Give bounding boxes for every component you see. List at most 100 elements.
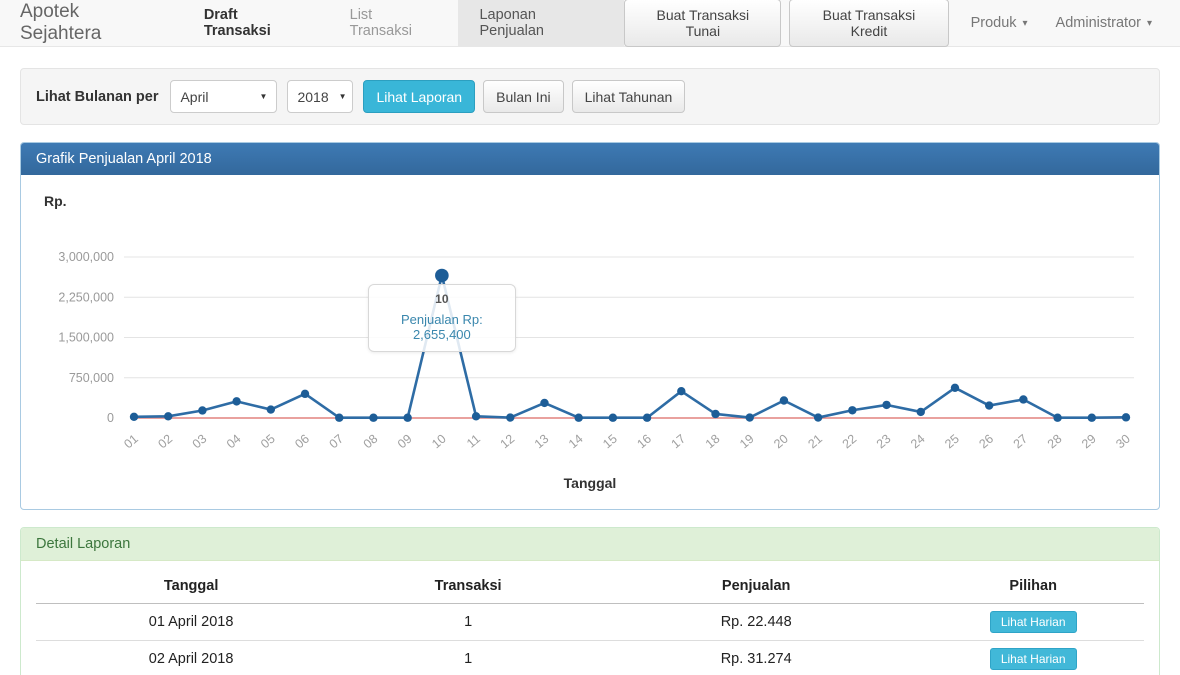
data-point-22[interactable] xyxy=(848,406,857,415)
cell-transaksi: 1 xyxy=(346,603,590,641)
svg-text:27: 27 xyxy=(1011,432,1031,452)
cell-tanggal: 01 April 2018 xyxy=(36,603,347,641)
data-point-15[interactable] xyxy=(608,413,618,422)
y-gridlines xyxy=(124,256,1134,379)
navbar-right: Buat Transaksi Tunai Buat Transaksi Kred… xyxy=(624,0,1180,47)
svg-text:12: 12 xyxy=(498,432,518,452)
data-point-07[interactable] xyxy=(335,413,344,422)
data-point-03[interactable] xyxy=(198,406,207,415)
col-header-pilihan: Pilihan xyxy=(922,567,1144,604)
data-point-30[interactable] xyxy=(1121,413,1131,422)
data-point-01[interactable] xyxy=(129,412,139,421)
svg-text:28: 28 xyxy=(1045,432,1065,452)
navbar: Apotek Sejahtera Draft Transaksi List Tra… xyxy=(0,0,1180,47)
data-point-27[interactable] xyxy=(1019,395,1028,404)
svg-text:11: 11 xyxy=(464,432,483,451)
svg-text:06: 06 xyxy=(292,432,312,452)
nav-item-draft-transaksi[interactable]: Draft Transaksi xyxy=(203,7,271,39)
year-select[interactable]: 2018 ▼ xyxy=(287,80,354,113)
sales-line-chart: 0 750,000 1,500,000 2,250,000 3,000,000 01 02 0… xyxy=(36,219,1142,471)
data-point-20[interactable] xyxy=(779,396,789,405)
svg-text:03: 03 xyxy=(190,432,210,452)
data-point-09[interactable] xyxy=(403,413,412,422)
produk-dropdown-label: Produk xyxy=(970,15,1017,31)
detail-table-header-row: Tanggal Transaksi Penjualan Pilihan xyxy=(36,567,1144,604)
data-point-12[interactable] xyxy=(506,413,515,422)
cell-pilihan: Lihat Harian xyxy=(922,640,1144,675)
data-point-29[interactable] xyxy=(1087,413,1096,422)
svg-text:05: 05 xyxy=(258,432,278,452)
y-tick-labels: 0 750,000 1,500,000 2,250,000 3,000,000 xyxy=(58,250,114,425)
data-point-24[interactable] xyxy=(916,407,925,417)
series-penjualan-line xyxy=(133,274,1127,420)
data-point-23[interactable] xyxy=(882,400,891,410)
svg-text:08: 08 xyxy=(361,432,381,452)
svg-text:26: 26 xyxy=(976,432,996,452)
svg-text:23: 23 xyxy=(874,432,894,452)
svg-text:18: 18 xyxy=(703,432,723,452)
data-point-10[interactable] xyxy=(435,268,449,283)
lihat-tahunan-button[interactable]: Lihat Tahunan xyxy=(571,80,686,113)
data-point-19[interactable] xyxy=(745,413,754,422)
filter-label: Lihat Bulanan per xyxy=(36,88,159,105)
svg-text:3,000,000: 3,000,000 xyxy=(58,250,114,264)
detail-panel-body: Tanggal Transaksi Penjualan Pilihan 01 Apri… xyxy=(21,561,1159,675)
lihat-laporan-button[interactable]: Lihat Laporan xyxy=(363,80,476,113)
chart-panel-title: Grafik Penjualan April 2018 xyxy=(21,143,1159,175)
month-select[interactable]: April ▼ xyxy=(170,80,278,113)
svg-text:02: 02 xyxy=(155,432,175,452)
nav-items: Draft Transaksi List Transaksi Laponan Pen… xyxy=(183,0,625,46)
data-point-14[interactable] xyxy=(574,413,583,422)
bulan-ini-button[interactable]: Bulan Ini xyxy=(483,80,564,113)
svg-text:10: 10 xyxy=(429,432,449,452)
data-point-02[interactable] xyxy=(164,412,173,421)
administrator-dropdown[interactable]: Administrator ▾ xyxy=(1042,15,1166,31)
svg-text:07: 07 xyxy=(327,432,347,452)
cell-pilihan: Lihat Harian xyxy=(922,603,1144,641)
filter-bar: Lihat Bulanan per April ▼ 2018 ▼ Lihat L… xyxy=(20,68,1160,125)
data-point-16[interactable] xyxy=(642,413,652,422)
svg-text:0: 0 xyxy=(107,411,114,425)
svg-text:22: 22 xyxy=(840,432,860,452)
chart-panel: Grafik Penjualan April 2018 Rp. 0 750,000… xyxy=(20,142,1160,510)
administrator-dropdown-label: Administrator xyxy=(1055,15,1141,31)
svg-text:25: 25 xyxy=(942,432,962,452)
buat-transaksi-tunai-button[interactable]: Buat Transaksi Tunai xyxy=(624,0,782,47)
data-point-08[interactable] xyxy=(369,413,378,422)
produk-dropdown[interactable]: Produk ▾ xyxy=(957,15,1042,31)
data-point-17[interactable] xyxy=(677,386,686,396)
data-point-28[interactable] xyxy=(1053,413,1062,422)
nav-item-laponan-penjualan[interactable]: Laponan Penjualan xyxy=(458,0,625,46)
data-point-13[interactable] xyxy=(540,398,549,408)
data-point-05[interactable] xyxy=(266,405,276,414)
svg-text:2,250,000: 2,250,000 xyxy=(58,290,114,304)
chevron-down-icon: ▾ xyxy=(1022,17,1028,29)
data-point-26[interactable] xyxy=(984,401,994,410)
data-point-25[interactable] xyxy=(950,383,960,392)
svg-text:21: 21 xyxy=(805,432,825,452)
data-point-11[interactable] xyxy=(471,412,481,421)
cell-penjualan: Rp. 22.448 xyxy=(589,603,923,641)
svg-text:13: 13 xyxy=(532,432,552,452)
data-point-06[interactable] xyxy=(300,389,310,399)
data-point-21[interactable] xyxy=(813,413,823,422)
svg-text:04: 04 xyxy=(224,432,244,452)
select-arrow-icon: ▼ xyxy=(338,92,347,101)
x-tick-labels: 01 02 03 04 05 06 07 08 09 10 11 12 13 14 15 16 17 18 19 20… xyxy=(121,432,1133,452)
nav-item-list-transaksi[interactable]: List Transaksi xyxy=(349,7,412,39)
svg-text:01: 01 xyxy=(121,432,141,452)
detail-table: Tanggal Transaksi Penjualan Pilihan 01 Apri… xyxy=(36,567,1144,675)
data-point-18[interactable] xyxy=(711,409,720,419)
svg-text:15: 15 xyxy=(600,432,620,452)
data-points xyxy=(129,268,1131,422)
svg-text:30: 30 xyxy=(1113,432,1133,452)
buat-transaksi-kredit-button[interactable]: Buat Transaksi Kredit xyxy=(789,0,949,47)
data-point-04[interactable] xyxy=(232,397,241,406)
svg-text:17: 17 xyxy=(669,432,689,452)
lihat-harian-button[interactable]: Lihat Harian xyxy=(989,648,1077,670)
app-brand[interactable]: Apotek Sejahtera xyxy=(20,1,102,44)
cell-transaksi: 1 xyxy=(346,640,590,675)
lihat-harian-button[interactable]: Lihat Harian xyxy=(989,611,1077,633)
col-header-tanggal: Tanggal xyxy=(36,567,347,604)
x-axis-title: Tanggal xyxy=(563,475,617,491)
